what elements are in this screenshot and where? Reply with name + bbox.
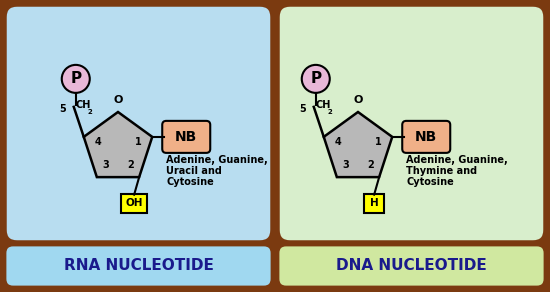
Text: Cytosine: Cytosine (166, 177, 214, 187)
Text: P: P (70, 71, 81, 86)
Text: RNA NUCLEOTIDE: RNA NUCLEOTIDE (64, 258, 213, 274)
FancyBboxPatch shape (402, 121, 450, 153)
Text: 3: 3 (342, 160, 349, 170)
Text: 2: 2 (88, 109, 92, 115)
Text: 1: 1 (135, 137, 141, 147)
Circle shape (302, 65, 330, 93)
Polygon shape (84, 112, 152, 177)
Text: Adenine, Guanine,: Adenine, Guanine, (406, 155, 508, 165)
FancyBboxPatch shape (278, 245, 545, 287)
Text: NB: NB (175, 130, 197, 144)
Polygon shape (324, 112, 392, 177)
Text: 2: 2 (328, 109, 333, 115)
FancyBboxPatch shape (162, 121, 210, 153)
Text: P: P (310, 71, 321, 86)
Text: CH: CH (316, 100, 331, 110)
FancyBboxPatch shape (5, 5, 272, 242)
Text: O: O (353, 95, 362, 105)
Text: 2: 2 (127, 160, 134, 170)
Text: DNA NUCLEOTIDE: DNA NUCLEOTIDE (336, 258, 487, 274)
Text: 2: 2 (367, 160, 373, 170)
Text: Adenine, Guanine,: Adenine, Guanine, (166, 155, 268, 165)
Circle shape (62, 65, 90, 93)
FancyBboxPatch shape (121, 194, 147, 213)
FancyBboxPatch shape (5, 245, 272, 287)
Text: 5: 5 (299, 104, 306, 114)
Text: Uracil and: Uracil and (166, 166, 222, 176)
Text: OH: OH (125, 198, 143, 208)
Text: NB: NB (415, 130, 437, 144)
Text: 5: 5 (59, 104, 66, 114)
FancyBboxPatch shape (278, 5, 545, 242)
Text: 1: 1 (375, 137, 381, 147)
Text: 4: 4 (335, 137, 342, 147)
Text: 4: 4 (95, 137, 102, 147)
FancyBboxPatch shape (364, 194, 384, 213)
Text: Cytosine: Cytosine (406, 177, 454, 187)
Text: H: H (370, 198, 378, 208)
Text: 3: 3 (102, 160, 109, 170)
Text: Thymine and: Thymine and (406, 166, 477, 176)
Text: CH: CH (76, 100, 91, 110)
Text: O: O (113, 95, 123, 105)
